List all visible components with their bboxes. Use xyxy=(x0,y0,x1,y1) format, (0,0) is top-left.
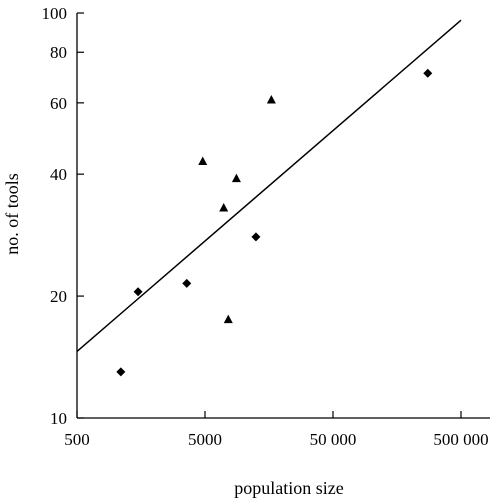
data-points xyxy=(116,68,433,377)
x-axis-label: population size xyxy=(234,478,343,498)
y-tick-label: 10 xyxy=(50,409,67,428)
triangle-point xyxy=(198,156,208,165)
x-tick-label: 50 000 xyxy=(310,430,357,449)
diamond-point xyxy=(133,287,143,297)
y-tick-label: 60 xyxy=(50,94,67,113)
y-tick-label: 100 xyxy=(42,4,68,23)
y-tick-label: 20 xyxy=(50,287,67,306)
y-tick-label: 80 xyxy=(50,43,67,62)
diamond-point xyxy=(182,278,192,288)
diamond-point xyxy=(423,68,433,78)
x-tick-label: 500 xyxy=(64,430,90,449)
triangle-point xyxy=(223,314,233,324)
x-axis-ticks: 500 5000 50 000 500 000 xyxy=(64,411,489,449)
fit-line xyxy=(76,19,462,353)
diamond-point xyxy=(251,232,261,242)
y-axis-ticks: 10 20 40 60 80 100 xyxy=(42,4,84,428)
y-axis-label: no. of tools xyxy=(2,173,22,255)
x-tick-label: 500 000 xyxy=(433,430,488,449)
triangle-point xyxy=(219,203,229,212)
x-tick-label: 5000 xyxy=(188,430,222,449)
fit-line-group xyxy=(76,19,462,353)
diamond-point xyxy=(116,367,126,377)
y-tick-label: 40 xyxy=(50,165,67,184)
triangle-point xyxy=(266,94,276,104)
triangle-point xyxy=(231,173,241,183)
